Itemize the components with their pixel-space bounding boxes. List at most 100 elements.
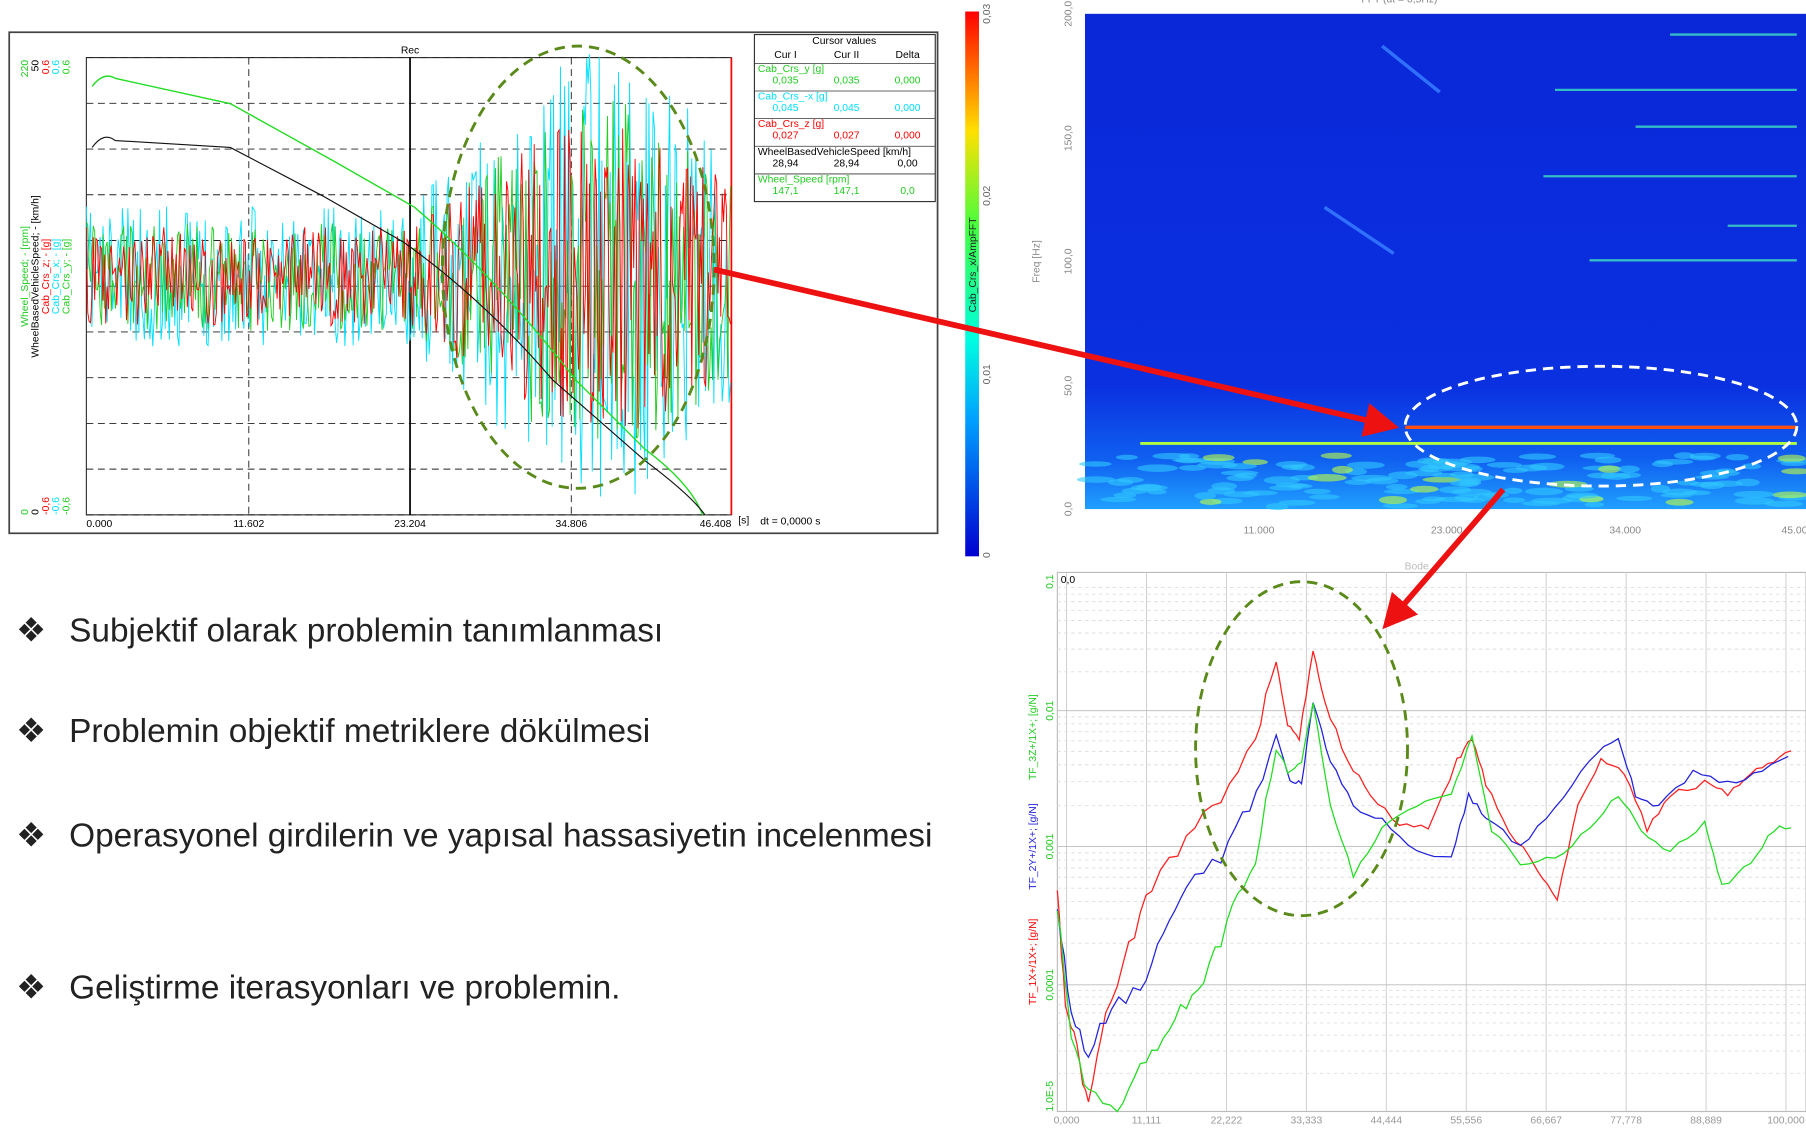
spectral-blob — [1435, 497, 1475, 503]
y-tick-label: 0,0 — [1064, 502, 1075, 517]
axis-bottom: 0 — [30, 509, 41, 515]
spectral-blob — [1290, 464, 1314, 471]
x-tick-label: 77,778 — [1610, 1115, 1642, 1126]
slide: 0.00011.60223.20434.80646.408[s]dt = 0,0… — [0, 0, 1806, 1129]
x-tick-label: 55,556 — [1450, 1115, 1482, 1126]
bullet-text: Subjektif olarak problemin tanımlanması — [69, 607, 977, 657]
x-tick-label: 22,222 — [1211, 1115, 1243, 1126]
table-cell: 0,045 — [834, 103, 860, 114]
spectral-blob — [1383, 503, 1418, 508]
spectral-blob — [1116, 455, 1138, 460]
spectral-blob — [1122, 488, 1148, 494]
channel-label: Wheel_Speed; - [rpm] — [20, 226, 31, 327]
series-label: TF_2Y+/1X+; [g/N] — [1028, 803, 1039, 889]
spectral-blob — [1388, 471, 1418, 479]
x-unit: [s] — [738, 515, 749, 526]
spectral-blob — [1137, 464, 1178, 472]
spectral-blob — [1487, 462, 1522, 468]
spectral-blob — [1243, 490, 1278, 495]
table-cell: 147,1 — [773, 186, 799, 197]
spectral-blob — [1652, 461, 1673, 467]
axis-bottom: -0,6 — [62, 497, 73, 515]
spectral-blob — [1308, 474, 1347, 482]
spectral-blob — [1439, 486, 1471, 493]
spectral-blob — [1304, 489, 1331, 494]
table-header: Delta — [896, 50, 920, 61]
spectral-blob — [1522, 501, 1560, 506]
spectral-blob — [1580, 453, 1615, 459]
y-tick-label: 150,0 — [1064, 125, 1075, 151]
spectral-blob — [1235, 472, 1257, 478]
y-tick-label: 0,1 — [1045, 574, 1056, 589]
x-tick-label: 34.000 — [1609, 526, 1641, 537]
spectral-blob — [1665, 499, 1693, 506]
top-label: 0,0 — [1061, 575, 1076, 586]
x-tick-label: 45.00 — [1782, 526, 1806, 537]
bullet: ❖Operasyonel girdilerin ve yapısal hassa… — [16, 812, 977, 862]
x-tick-label: 23.000 — [1431, 526, 1463, 537]
x-tick-label: 66,667 — [1530, 1115, 1562, 1126]
bode-title: Bode — [1405, 561, 1429, 572]
spectral-blob — [1200, 499, 1222, 505]
spectral-blob — [1566, 492, 1599, 498]
rec-label: Rec — [401, 45, 419, 56]
table-row-name: Wheel_Speed [rpm] — [758, 174, 850, 185]
colorbar-tick: 0,02 — [982, 185, 993, 205]
spectral-blob — [1079, 461, 1112, 467]
table-header: Cur I — [774, 50, 796, 61]
spectral-blob — [1275, 483, 1308, 488]
bullet: ❖Problemin objektif metriklere dökülmesi — [16, 707, 977, 757]
spectral-blob — [1618, 465, 1640, 472]
axis-bottom: -0,6 — [51, 497, 62, 515]
spectral-blob — [1460, 456, 1496, 463]
dt-label: dt = 0,0000 s — [760, 516, 820, 527]
spectral-blob — [1386, 484, 1408, 490]
spectral-blob — [1347, 462, 1385, 469]
table-cell: 0,0 — [900, 186, 915, 197]
table-cell: 0,000 — [895, 75, 921, 86]
bullet-text: Problemin objektif metriklere dökülmesi — [69, 707, 977, 757]
spectral-blob — [1503, 497, 1525, 503]
spectral-blob — [1351, 475, 1392, 482]
y-tick-label: 0,01 — [1045, 700, 1056, 720]
spectral-blob — [1778, 455, 1806, 462]
colorbar-tick: 0 — [982, 552, 993, 558]
spectrogram-area — [1085, 14, 1806, 509]
table-row-name: Cab_Crs_z [g] — [758, 119, 824, 130]
table-cell: 0,027 — [834, 131, 860, 142]
spectral-blob — [1733, 491, 1774, 498]
table-cell: 147,1 — [834, 186, 860, 197]
spectral-blob — [1690, 482, 1717, 487]
channel-label: Cab_Crs_x; - [g] — [51, 239, 62, 315]
axis-bottom: -0,6 — [41, 497, 52, 515]
table-cell: 28,94 — [773, 158, 799, 169]
axis-top: 220 — [20, 60, 31, 78]
x-tick-label: 46.408 — [700, 519, 732, 530]
x-tick-label: 23.204 — [394, 519, 426, 530]
x-tick-label: 11.000 — [1243, 526, 1274, 537]
table-header: Cur II — [834, 50, 859, 61]
spectral-blob — [1616, 496, 1652, 501]
spectral-blob — [1690, 453, 1721, 460]
series-label: TF_3Z+/1X+; [g/N] — [1028, 694, 1039, 780]
x-tick-label: 100,000 — [1767, 1115, 1805, 1126]
y-tick-label: 100,0 — [1064, 248, 1075, 274]
spectral-blob — [1195, 492, 1217, 499]
spectrogram-title: FFT (dt = 0,5Hz) — [1361, 0, 1437, 6]
axis-top: 50 — [30, 60, 41, 72]
channel-label: Cab_Crs_y; - [g] — [62, 239, 73, 315]
x-tick-label: 33,333 — [1291, 1115, 1323, 1126]
spectral-blob — [1203, 454, 1235, 461]
channel-label: Cab_Crs_z; - [g] — [41, 239, 52, 315]
figures: 0.00011.60223.20434.80646.408[s]dt = 0,0… — [0, 0, 1806, 1129]
table-cell: 0,035 — [834, 75, 860, 86]
spectral-blob — [1332, 466, 1353, 474]
table-row-name: WheelBasedVehicleSpeed [km/h] — [758, 147, 911, 158]
table-cell: 0,000 — [895, 131, 921, 142]
x-tick-label: 34.806 — [555, 519, 587, 530]
spectral-blob — [1772, 492, 1806, 499]
spectral-blob — [1321, 453, 1352, 459]
spectral-blob — [1781, 461, 1806, 466]
x-tick-label: 88,889 — [1690, 1115, 1722, 1126]
table-cell: 28,94 — [834, 158, 860, 169]
